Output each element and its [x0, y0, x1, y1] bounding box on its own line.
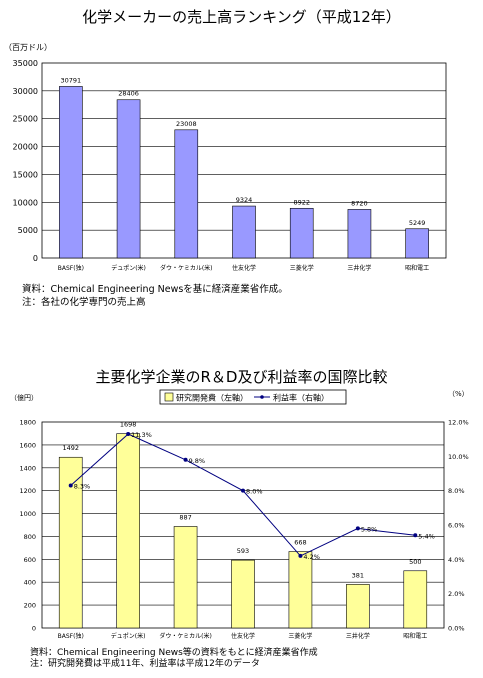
x-category-label: 住友化学 [232, 264, 256, 272]
rd-bar-value-label: 1698 [120, 421, 137, 429]
y-axis-unit-label: （百万ドル） [4, 43, 52, 52]
rd-bar-value-label: 887 [179, 513, 191, 521]
chart1-note-remark: 注：各社の化学専門の売上高 [22, 297, 146, 308]
bar-value-label: 30791 [61, 76, 82, 84]
right-tick-label: 6.0% [448, 522, 465, 530]
rd-bar [116, 433, 140, 629]
bar-value-label: 23008 [176, 120, 197, 128]
y-tick-label: 5000 [18, 226, 38, 235]
left-tick-label: 1000 [19, 510, 36, 518]
legend-bar-label: 研究開発費（左軸） [176, 393, 248, 403]
chart1-notes: 資料：Chemical Engineering Newsを基に経済産業省作成。 … [22, 283, 288, 309]
bar-value-label: 5249 [409, 219, 426, 227]
profit-point [241, 488, 245, 493]
chart1-note-source: 資料：Chemical Engineering Newsを基に経済産業省作成。 [22, 284, 288, 295]
right-tick-label: 4.0% [448, 556, 465, 564]
x-category-label: BASF(独) [58, 264, 84, 272]
x-category-label: 三菱化学 [290, 264, 314, 272]
rd-bar-value-label: 593 [237, 547, 249, 555]
x-category-label: BASF(独) [58, 632, 84, 640]
rd-bar [58, 456, 83, 629]
left-tick-label: 400 [24, 579, 36, 587]
profit-point [126, 432, 131, 437]
chart2-note-remark: 注：研究開発費は平成11年、利益率は平成12年のデータ [30, 659, 260, 669]
right-axis-unit-label: （%） [448, 390, 469, 398]
legend-box [159, 389, 347, 405]
sales-ranking-chart: （百万ドル） 0 5000 10000 15000 20000 25000 30000 3500… [4, 43, 447, 272]
x-category-label: 三菱化学 [288, 632, 312, 640]
rd-bar [173, 526, 198, 629]
right-tick-label: 2.0% [448, 590, 465, 598]
bar-value-label: 8922 [293, 198, 310, 206]
left-tick-label: 1800 [19, 419, 36, 427]
profit-value-label: 5.8% [361, 525, 378, 533]
profit-point [183, 457, 188, 462]
bar [116, 99, 141, 259]
x-category-label: デュポン(米) [111, 632, 146, 640]
left-tick-label: 1600 [19, 441, 36, 449]
bar-value-label: 8720 [351, 199, 368, 207]
rd-bar-value-label: 668 [294, 539, 306, 547]
bar [347, 209, 372, 259]
bar-value-label: 28406 [118, 90, 139, 98]
x-category-label: 昭和電工 [403, 632, 427, 640]
profit-point [355, 526, 360, 531]
profit-point [68, 483, 73, 488]
rd-profit-chart: （億円） （%） 研究開発費（左軸） 利益率（右軸） 0 200 400 600 800 1000… [10, 389, 469, 640]
left-tick-label: 0 [32, 625, 36, 633]
right-tick-label: 10.0% [448, 453, 469, 461]
left-axis-unit-label: （億円） [10, 393, 38, 402]
bar [232, 205, 256, 259]
chart2-notes: 資料：Chemical Engineering News等の資料をもとに経済産業… [30, 648, 318, 670]
y-tick-label: 35000 [13, 59, 38, 68]
y-tick-label: 25000 [13, 115, 38, 124]
rd-bar [346, 584, 370, 629]
x-category-label: 昭和電工 [405, 264, 429, 272]
y-tick-label: 30000 [13, 87, 38, 96]
bar [405, 228, 429, 259]
y-tick-label: 15000 [13, 170, 38, 179]
x-category-label: 三井化学 [347, 264, 371, 272]
rd-bar-value-label: 1492 [62, 444, 79, 452]
y-tick-label: 0 [33, 254, 38, 263]
profit-value-label: 8.0% [246, 488, 263, 496]
bar [174, 129, 199, 259]
profit-value-label: 4.2% [303, 553, 320, 561]
profit-point [298, 553, 303, 558]
right-tick-label: 8.0% [448, 487, 465, 495]
right-tick-label: 12.0% [448, 419, 469, 427]
left-tick-label: 800 [24, 533, 36, 541]
profit-point [413, 533, 418, 538]
left-tick-label: 1400 [19, 464, 36, 472]
x-category-label: デュポン(米) [111, 264, 146, 272]
legend-line-marker [260, 395, 264, 399]
left-tick-label: 600 [24, 556, 36, 564]
x-category-label: ダウ・ケミカル(米) [160, 264, 213, 272]
rd-bar-value-label: 381 [352, 571, 364, 579]
chart1-title: 化学メーカーの売上高ランキング（平成12年） [82, 8, 401, 26]
y-tick-label: 10000 [13, 198, 38, 207]
x-category-label: 住友化学 [231, 632, 255, 640]
profit-value-label: 8.3% [74, 483, 91, 491]
y-tick-label: 20000 [13, 143, 38, 152]
bar [289, 207, 314, 259]
x-category-label: ダウ・ケミカル(米) [159, 632, 212, 640]
legend-line-label: 利益率（右軸） [273, 393, 329, 403]
profit-value-label: 11.3% [131, 431, 152, 439]
x-category-label: 三井化学 [346, 632, 370, 640]
profit-value-label: 5.4% [418, 532, 435, 540]
chart2-title: 主要化学企業のR＆D及び利益率の国際比較 [95, 368, 388, 386]
right-tick-label: 0.0% [448, 625, 465, 633]
legend-bar-swatch [164, 392, 174, 402]
left-tick-label: 200 [24, 602, 36, 610]
bar [59, 86, 83, 259]
rd-bar [403, 570, 428, 629]
chart2-note-source: 資料：Chemical Engineering News等の資料をもとに経済産業… [30, 648, 318, 658]
bar-value-label: 9324 [236, 196, 253, 204]
left-tick-label: 1200 [19, 487, 36, 495]
profit-value-label: 9.8% [189, 457, 206, 465]
rd-bar [288, 551, 313, 629]
rd-bar [231, 559, 255, 629]
rd-bar-value-label: 500 [409, 558, 421, 566]
